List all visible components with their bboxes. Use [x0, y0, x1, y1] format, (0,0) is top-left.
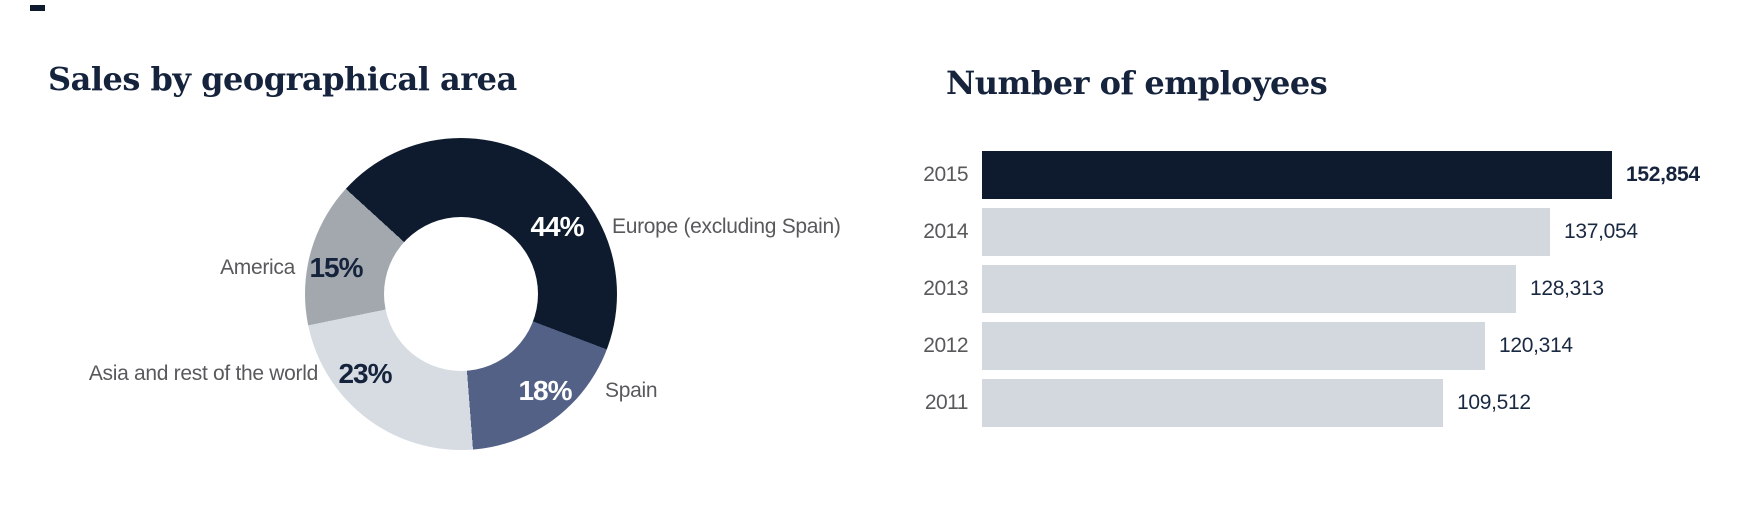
donut-chart	[305, 138, 617, 450]
bar-row: 2013 128,313	[878, 265, 1700, 313]
bar	[982, 322, 1485, 370]
bar-row: 2014 137,054	[878, 208, 1700, 256]
bar-value-label: 128,313	[1530, 277, 1604, 300]
slice-label-asia: Asia and rest of the world	[88, 362, 318, 385]
bar	[982, 379, 1443, 427]
bar-value-label: 137,054	[1564, 220, 1638, 243]
slice-label-america: America	[220, 256, 295, 279]
bar-chart-title: Number of employees	[946, 64, 1328, 102]
bar-value-label: 109,512	[1457, 391, 1531, 414]
slice-value-america: 15%	[309, 252, 363, 283]
bar-value-label: 120,314	[1499, 334, 1573, 357]
pie-chart-title: Sales by geographical area	[48, 60, 517, 98]
slice-label-spain: Spain	[605, 379, 658, 402]
bar-row: 2011 109,512	[878, 379, 1700, 427]
slice-value-asia: 23%	[338, 358, 392, 389]
bar-year-label: 2013	[923, 277, 968, 300]
slice-value-europe: 44%	[530, 211, 584, 242]
bar-row: 2012 120,314	[878, 322, 1700, 370]
bar-year-label: 2011	[924, 391, 969, 414]
bar-rows: 2015 152,854 2014 137,054 2013 128,313 2…	[878, 151, 1700, 427]
bar-value-label: 152,854	[1626, 163, 1700, 186]
slice-value-spain: 18%	[518, 375, 572, 406]
bar	[982, 265, 1516, 313]
slice-label-europe: Europe (excluding Spain)	[612, 215, 841, 238]
bar-year-label: 2015	[923, 163, 968, 186]
bar-year-label: 2014	[923, 220, 968, 243]
bar-row: 2015 152,854	[878, 151, 1700, 199]
bar-year-label: 2012	[923, 334, 968, 357]
donut-hole	[384, 217, 538, 371]
page-edge-mark	[30, 5, 45, 11]
bar	[982, 208, 1550, 256]
bar	[982, 151, 1612, 199]
